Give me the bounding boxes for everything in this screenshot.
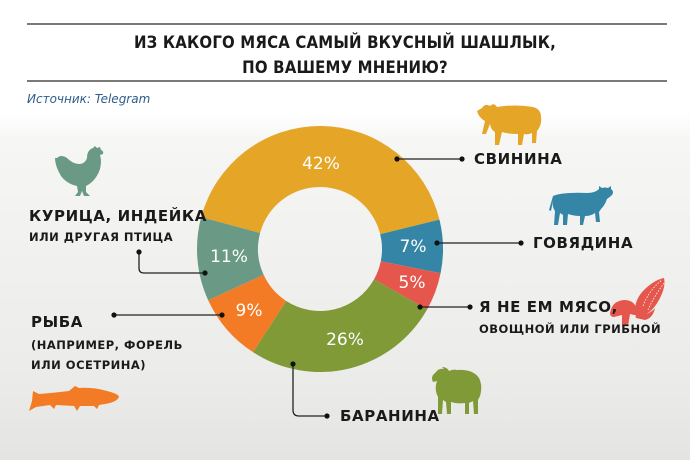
- label-lamb: БАРАНИНА: [340, 407, 440, 425]
- label-fish-line1: РЫБА: [31, 313, 83, 331]
- label-poultry-line2: ИЛИ ДРУГАЯ ПТИЦА: [29, 230, 174, 244]
- chart-title: ИЗ КАКОГО МЯСА САМЫЙ ВКУСНЫЙ ШАШЛЫК, ПО …: [41, 31, 648, 81]
- title-top-rule: [27, 23, 667, 25]
- pct-lamb: 26%: [326, 330, 364, 350]
- pct-beef: 7%: [399, 237, 427, 257]
- pct-poultry: 11%: [210, 247, 248, 267]
- leader-lines: [114, 158, 521, 417]
- chicken-icon: [55, 146, 104, 196]
- label-fish-line3: ИЛИ ОСЕТРИНА): [31, 358, 147, 372]
- label-veg-line2: ОВОЩНОЙ ИЛИ ГРИБНОЙ: [479, 322, 662, 336]
- label-fish-line2: (НАПРИМЕР, ФОРЕЛЬ: [31, 338, 183, 352]
- donut-segment: [201, 125, 440, 235]
- title-line-2: ПО ВАШЕМУ МНЕНИЮ?: [242, 58, 448, 78]
- donut-segment: [253, 279, 428, 372]
- sheep-icon: [432, 367, 482, 414]
- fish-icon: [29, 386, 119, 411]
- cow-icon: [549, 186, 613, 225]
- label-poultry-line1: КУРИЦА, ИНДЕЙКА: [29, 207, 207, 225]
- donut-segment: [374, 261, 441, 310]
- pct-pork: 42%: [302, 154, 340, 174]
- donut-segment: [208, 274, 287, 353]
- leader-poultry: [138, 252, 205, 274]
- donut-segment: [380, 219, 443, 274]
- leader-lamb: [292, 364, 327, 417]
- pct-veg: 5%: [398, 273, 426, 293]
- title-bottom-rule: [27, 80, 667, 82]
- donut-segments: [196, 125, 443, 372]
- pig-icon: [477, 104, 542, 145]
- pct-fish: 9%: [235, 301, 263, 321]
- mushroom-corn-icon: [610, 278, 666, 326]
- label-pork: СВИНИНА: [474, 150, 563, 168]
- title-line-1: ИЗ КАКОГО МЯСА САМЫЙ ВКУСНЫЙ ШАШЛЫК,: [133, 33, 557, 53]
- source-note: Источник: Telegram: [27, 92, 151, 106]
- donut-segment: [196, 217, 264, 301]
- label-beef: ГОВЯДИНА: [533, 234, 634, 252]
- label-veg-line1: Я НЕ ЕМ МЯСО,: [479, 298, 618, 316]
- leader-dots: [111, 156, 524, 419]
